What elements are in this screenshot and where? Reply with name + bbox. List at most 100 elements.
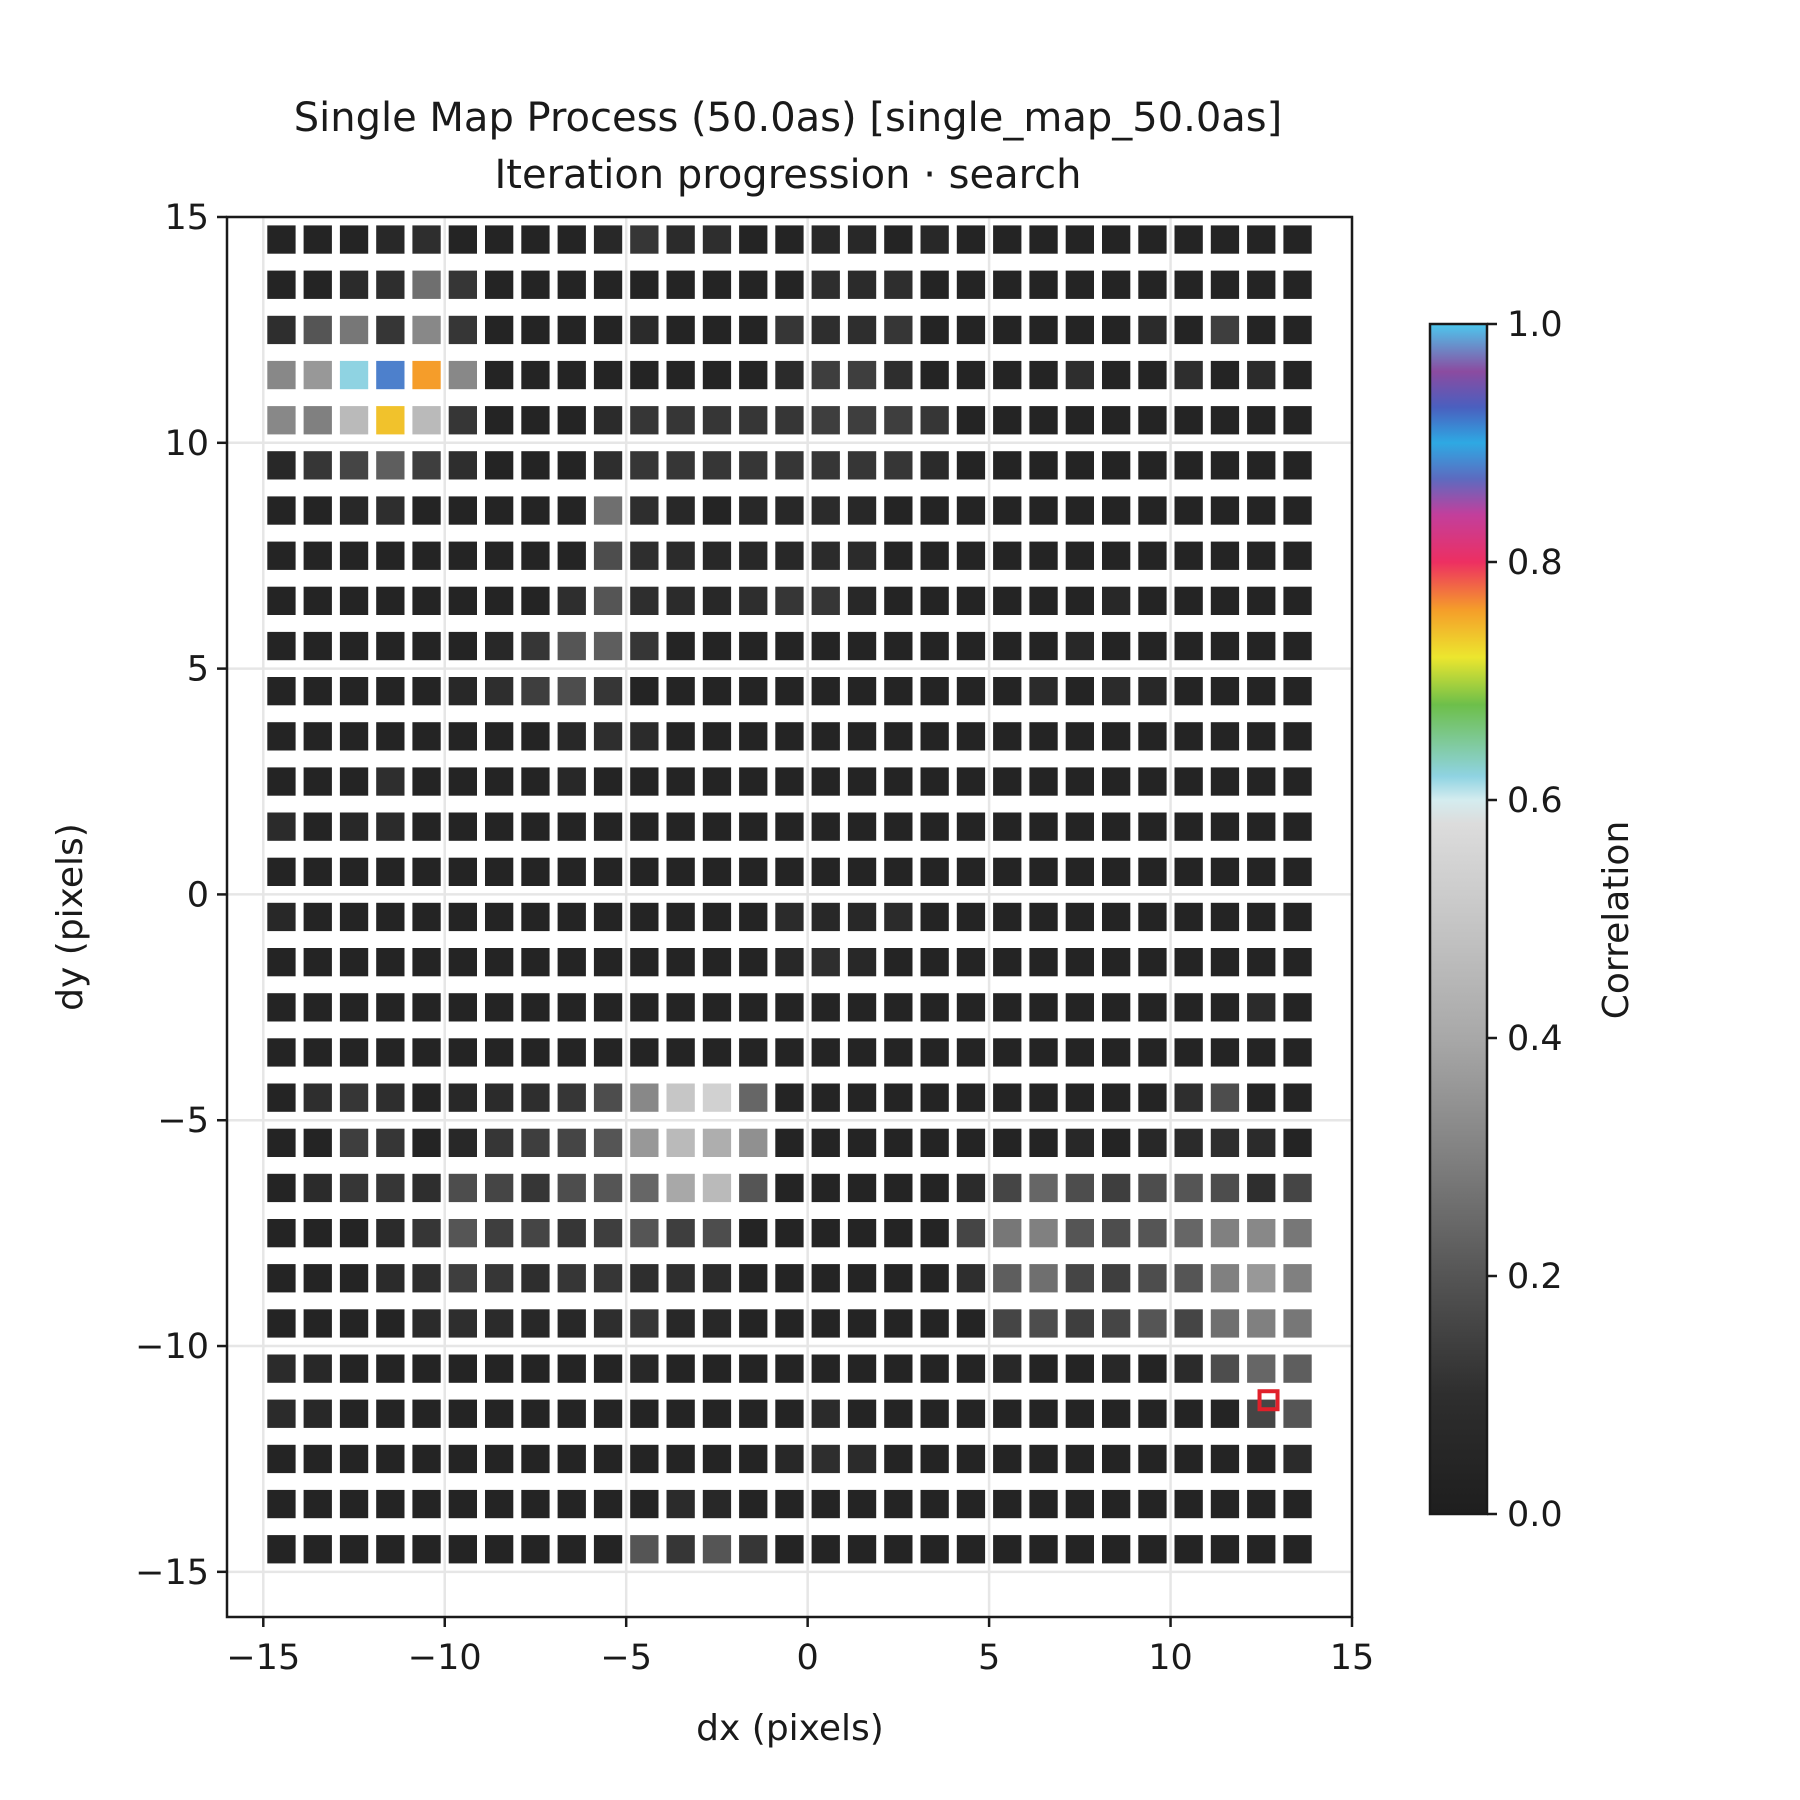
heatmap-cell [412, 315, 441, 345]
heatmap-cell [775, 1489, 804, 1519]
heatmap-cell [1210, 225, 1240, 254]
heatmap-cell [775, 406, 804, 435]
heatmap-cell [1102, 902, 1131, 932]
heatmap-cell [811, 1219, 840, 1248]
heatmap-cell [557, 1264, 586, 1293]
heatmap-cell [956, 1309, 986, 1338]
heatmap-cell [593, 360, 623, 390]
heatmap-cell [557, 225, 586, 254]
heatmap-cell [1138, 1038, 1167, 1067]
heatmap-cell [1138, 1264, 1167, 1293]
heatmap-cell [1247, 631, 1276, 661]
heatmap-cell [267, 1128, 296, 1157]
heatmap-cell [521, 1309, 550, 1338]
heatmap-cell [775, 1128, 804, 1157]
heatmap-cell [1138, 315, 1167, 345]
heatmap-cell [775, 767, 804, 796]
heatmap-cell [303, 225, 332, 254]
heatmap-cell [1247, 406, 1276, 435]
heatmap-cell [811, 902, 840, 932]
heatmap-cell [1174, 1444, 1203, 1474]
heatmap-cell [1065, 1444, 1094, 1474]
heatmap-cell [557, 1173, 586, 1203]
heatmap-cell [1283, 1083, 1312, 1112]
heatmap-cell [521, 1264, 550, 1293]
heatmap-cell [920, 406, 949, 435]
heatmap-cell [339, 1038, 369, 1067]
heatmap-cell [303, 1535, 332, 1564]
heatmap-cell [593, 1128, 623, 1157]
heatmap-cell [448, 722, 477, 751]
heatmap-cell [1138, 451, 1167, 480]
heatmap-cell [412, 1083, 441, 1112]
heatmap-cell [702, 1173, 732, 1203]
heatmap-cell [847, 1038, 877, 1067]
heatmap-cell [1138, 270, 1167, 299]
heatmap-cell [1283, 1444, 1312, 1474]
heatmap-cell [448, 1399, 477, 1428]
heatmap-cell [557, 1535, 586, 1564]
heatmap-cell [303, 1128, 332, 1157]
heatmap-cell [593, 993, 623, 1022]
heatmap-cell [847, 406, 877, 435]
heatmap-cell [1210, 631, 1240, 661]
heatmap-cell [593, 1535, 623, 1564]
heatmap-cell [303, 496, 332, 525]
heatmap-cell [993, 993, 1022, 1022]
heatmap-cell [1283, 270, 1312, 299]
heatmap-cell [775, 948, 804, 977]
heatmap-cell [1065, 857, 1094, 886]
heatmap-cell [1283, 902, 1312, 932]
heatmap-cell [521, 1489, 550, 1519]
heatmap-cell [485, 496, 514, 525]
heatmap-cell [739, 767, 768, 796]
heatmap-cell [1283, 496, 1312, 525]
heatmap-cell [956, 1219, 986, 1248]
heatmap-cell [1138, 360, 1167, 390]
heatmap-cell [1210, 1399, 1240, 1428]
heatmap-cell [1247, 1264, 1276, 1293]
heatmap-cell [1102, 586, 1131, 615]
heatmap-cell [448, 1444, 477, 1474]
heatmap-cell [1102, 1083, 1131, 1112]
heatmap-cell [884, 1083, 913, 1112]
heatmap-cell [412, 902, 441, 932]
heatmap-cell [702, 1128, 732, 1157]
heatmap-cell [884, 1309, 913, 1338]
heatmap-cell [339, 993, 369, 1022]
heatmap-cell [339, 586, 369, 615]
heatmap-cell [630, 225, 659, 254]
heatmap-cell [1029, 1399, 1058, 1428]
heatmap-cell [1283, 1128, 1312, 1157]
heatmap-cell [993, 1264, 1022, 1293]
heatmap-cell [303, 315, 332, 345]
heatmap-cell [630, 360, 659, 390]
heatmap-cell [739, 1038, 768, 1067]
heatmap-cell [775, 1219, 804, 1248]
heatmap-cell [702, 1219, 732, 1248]
heatmap-cell [593, 225, 623, 254]
heatmap-cell [376, 767, 405, 796]
heatmap-cell [412, 993, 441, 1022]
heatmap-cell [1210, 1083, 1240, 1112]
heatmap-cell [630, 1264, 659, 1293]
heatmap-cell [557, 993, 586, 1022]
heatmap-cell [448, 948, 477, 977]
heatmap-cell [485, 993, 514, 1022]
heatmap-cell [702, 631, 732, 661]
heatmap-cell [920, 812, 949, 841]
heatmap-cell [267, 315, 296, 345]
heatmap-cell [1138, 496, 1167, 525]
heatmap-cell [485, 1083, 514, 1112]
heatmap-cell [303, 948, 332, 977]
heatmap-cell [739, 1264, 768, 1293]
heatmap-cell [811, 1354, 840, 1383]
heatmap-cell [847, 541, 877, 570]
heatmap-cell [847, 1354, 877, 1383]
heatmap-cell [448, 993, 477, 1022]
heatmap-cell [739, 1083, 768, 1112]
heatmap-cell [993, 586, 1022, 615]
heatmap-cell [1065, 496, 1094, 525]
heatmap-cell [339, 360, 369, 390]
heatmap-cell [811, 677, 840, 706]
